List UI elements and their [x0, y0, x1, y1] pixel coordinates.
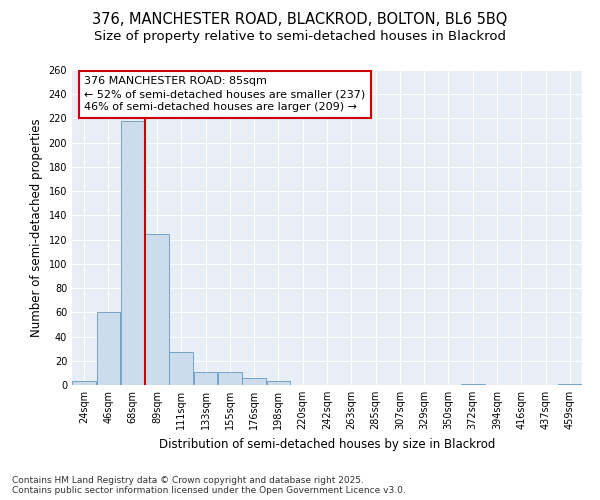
Bar	[121, 121, 145, 385]
Bar	[218, 372, 242, 385]
Bar	[558, 384, 582, 385]
Text: Contains HM Land Registry data © Crown copyright and database right 2025.
Contai: Contains HM Land Registry data © Crown c…	[12, 476, 406, 495]
Bar	[194, 372, 217, 385]
Bar	[97, 312, 121, 385]
Y-axis label: Number of semi-detached properties: Number of semi-detached properties	[30, 118, 43, 337]
X-axis label: Distribution of semi-detached houses by size in Blackrod: Distribution of semi-detached houses by …	[159, 438, 495, 450]
Text: 376 MANCHESTER ROAD: 85sqm
← 52% of semi-detached houses are smaller (237)
46% o: 376 MANCHESTER ROAD: 85sqm ← 52% of semi…	[84, 76, 365, 112]
Text: Size of property relative to semi-detached houses in Blackrod: Size of property relative to semi-detach…	[94, 30, 506, 43]
Bar	[72, 382, 96, 385]
Bar	[266, 382, 290, 385]
Bar	[169, 352, 193, 385]
Bar	[145, 234, 169, 385]
Bar	[461, 384, 485, 385]
Bar	[242, 378, 266, 385]
Text: 376, MANCHESTER ROAD, BLACKROD, BOLTON, BL6 5BQ: 376, MANCHESTER ROAD, BLACKROD, BOLTON, …	[92, 12, 508, 28]
